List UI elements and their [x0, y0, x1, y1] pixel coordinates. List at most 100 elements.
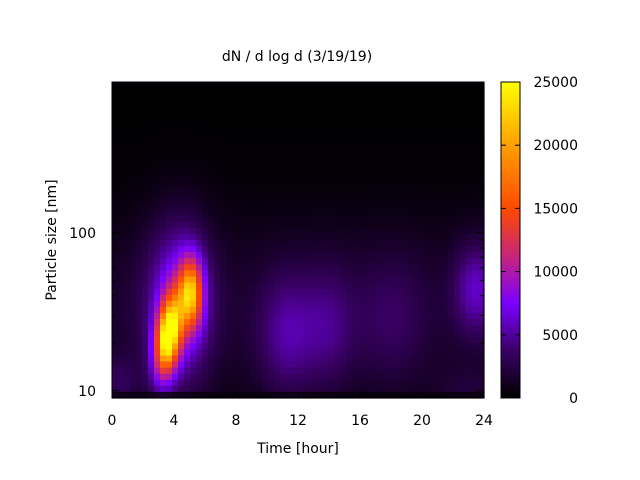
- heat-cell: [298, 306, 305, 314]
- heat-cell: [334, 385, 341, 393]
- heat-cell: [436, 361, 443, 369]
- heat-cell: [148, 154, 155, 162]
- heat-cell: [178, 240, 185, 247]
- heat-cell: [232, 88, 239, 95]
- heat-cell: [178, 191, 185, 199]
- heat-cell: [400, 343, 407, 350]
- heat-cell: [388, 136, 395, 144]
- heat-cell: [346, 100, 353, 107]
- heat-cell: [112, 270, 119, 278]
- heat-cell: [400, 391, 407, 399]
- heat-cell: [232, 167, 239, 174]
- heat-cell: [172, 264, 179, 271]
- heat-cell: [388, 294, 395, 302]
- heat-cell: [418, 191, 425, 199]
- heat-cell: [226, 367, 233, 375]
- heat-cell: [112, 173, 119, 180]
- heat-cell: [220, 154, 227, 162]
- heat-cell: [424, 282, 431, 290]
- heat-cell: [124, 282, 131, 290]
- heat-cell: [154, 130, 161, 138]
- heat-cell: [112, 331, 119, 338]
- heat-cell: [148, 367, 155, 375]
- heat-cell: [322, 312, 329, 320]
- heat-cell: [142, 391, 149, 399]
- heat-cell: [256, 148, 263, 156]
- heat-cell: [220, 82, 227, 89]
- heat-cell: [142, 227, 149, 235]
- heat-cell: [208, 349, 215, 357]
- heat-cell: [232, 191, 239, 199]
- heat-cell: [364, 82, 371, 89]
- heat-cell: [472, 312, 479, 320]
- heat-cell: [232, 142, 239, 150]
- heat-cell: [238, 385, 245, 393]
- heat-cell: [388, 94, 395, 101]
- heat-cell: [472, 252, 479, 259]
- heat-cell: [220, 221, 227, 229]
- heat-cell: [226, 306, 233, 314]
- heat-cell: [244, 118, 251, 126]
- heat-cell: [328, 349, 335, 357]
- heat-cell: [148, 276, 155, 284]
- heat-cell: [322, 106, 329, 113]
- heat-cell: [400, 276, 407, 284]
- heat-cell: [424, 221, 431, 229]
- heat-cell: [118, 361, 125, 369]
- heat-cell: [430, 118, 437, 126]
- heat-cell: [298, 373, 305, 381]
- heat-cell: [328, 343, 335, 350]
- heat-cell: [298, 385, 305, 393]
- heat-cell: [232, 361, 239, 369]
- heat-cell: [334, 379, 341, 387]
- heat-cell: [364, 319, 371, 326]
- heat-cell: [298, 203, 305, 211]
- heat-cell: [130, 148, 137, 156]
- heat-cell: [244, 221, 251, 229]
- heat-cell: [298, 161, 305, 168]
- heat-cell: [394, 361, 401, 369]
- heat-cell: [214, 209, 221, 217]
- x-tick-label: 8: [232, 413, 241, 429]
- heat-cell: [454, 185, 461, 192]
- heat-cell: [184, 312, 191, 320]
- heat-cell: [166, 94, 173, 101]
- heat-cell: [358, 337, 365, 344]
- heat-cell: [322, 203, 329, 211]
- heat-cell: [292, 161, 299, 168]
- heat-cell: [298, 355, 305, 363]
- heat-cell: [280, 185, 287, 192]
- heat-cell: [226, 349, 233, 357]
- heat-cell: [382, 148, 389, 156]
- heat-cell: [232, 349, 239, 357]
- heat-cell: [226, 118, 233, 126]
- heat-cell: [340, 276, 347, 284]
- heat-cell: [394, 209, 401, 217]
- heat-cell: [256, 319, 263, 326]
- heat-cell: [232, 203, 239, 211]
- heat-cell: [370, 167, 377, 174]
- heat-cell: [178, 300, 185, 308]
- heat-cell: [268, 300, 275, 308]
- heat-cell: [220, 130, 227, 138]
- heat-cell: [298, 349, 305, 357]
- heat-cell: [382, 179, 389, 186]
- heat-cell: [190, 246, 197, 253]
- heat-cell: [226, 154, 233, 162]
- heat-cell: [316, 300, 323, 308]
- heat-cell: [226, 136, 233, 144]
- heat-cell: [454, 215, 461, 223]
- heat-cell: [262, 118, 269, 126]
- heat-cell: [268, 337, 275, 344]
- heat-cell: [202, 167, 209, 174]
- heat-cell: [184, 94, 191, 101]
- heat-cell: [286, 325, 293, 332]
- heat-cell: [394, 112, 401, 120]
- heat-cell: [148, 294, 155, 302]
- heat-cell: [232, 185, 239, 192]
- heat-cell: [166, 191, 173, 199]
- heat-cell: [130, 288, 137, 296]
- heat-cell: [292, 203, 299, 211]
- heat-cell: [370, 361, 377, 369]
- heat-cell: [310, 215, 317, 223]
